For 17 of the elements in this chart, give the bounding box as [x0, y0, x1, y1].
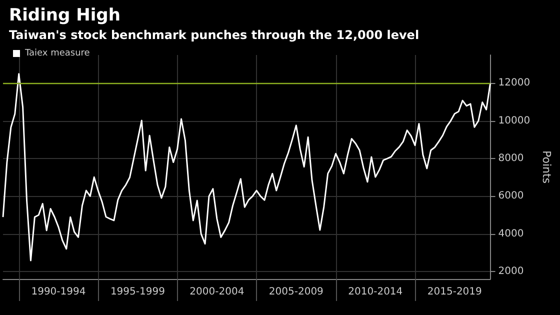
y-tick-label: 8000 [498, 153, 524, 164]
x-tick-label: 2005-2009 [268, 286, 324, 298]
y-tick-label: 2000 [498, 266, 524, 277]
y-tick-label: 12000 [498, 78, 530, 89]
x-tick-label: 1995-1999 [110, 286, 165, 298]
x-tick-label: 2000-2004 [190, 286, 244, 298]
y-tick-label: 10000 [498, 115, 530, 126]
legend-label: Taiex measure [24, 48, 90, 58]
chart-subtitle: Taiwan's stock benchmark punches through the 12,000 level [9, 28, 420, 42]
y-tick-label: 6000 [498, 190, 524, 202]
x-tick-label: 2010-2014 [348, 286, 403, 298]
chart-title: Riding High [9, 6, 120, 26]
y-tick-label: 4000 [498, 228, 524, 240]
x-tick-label: 1990-1994 [31, 286, 86, 298]
y-axis-title: Points [540, 150, 553, 184]
line-series [2, 73, 492, 262]
x-tick-label: 2015-2019 [427, 286, 482, 298]
